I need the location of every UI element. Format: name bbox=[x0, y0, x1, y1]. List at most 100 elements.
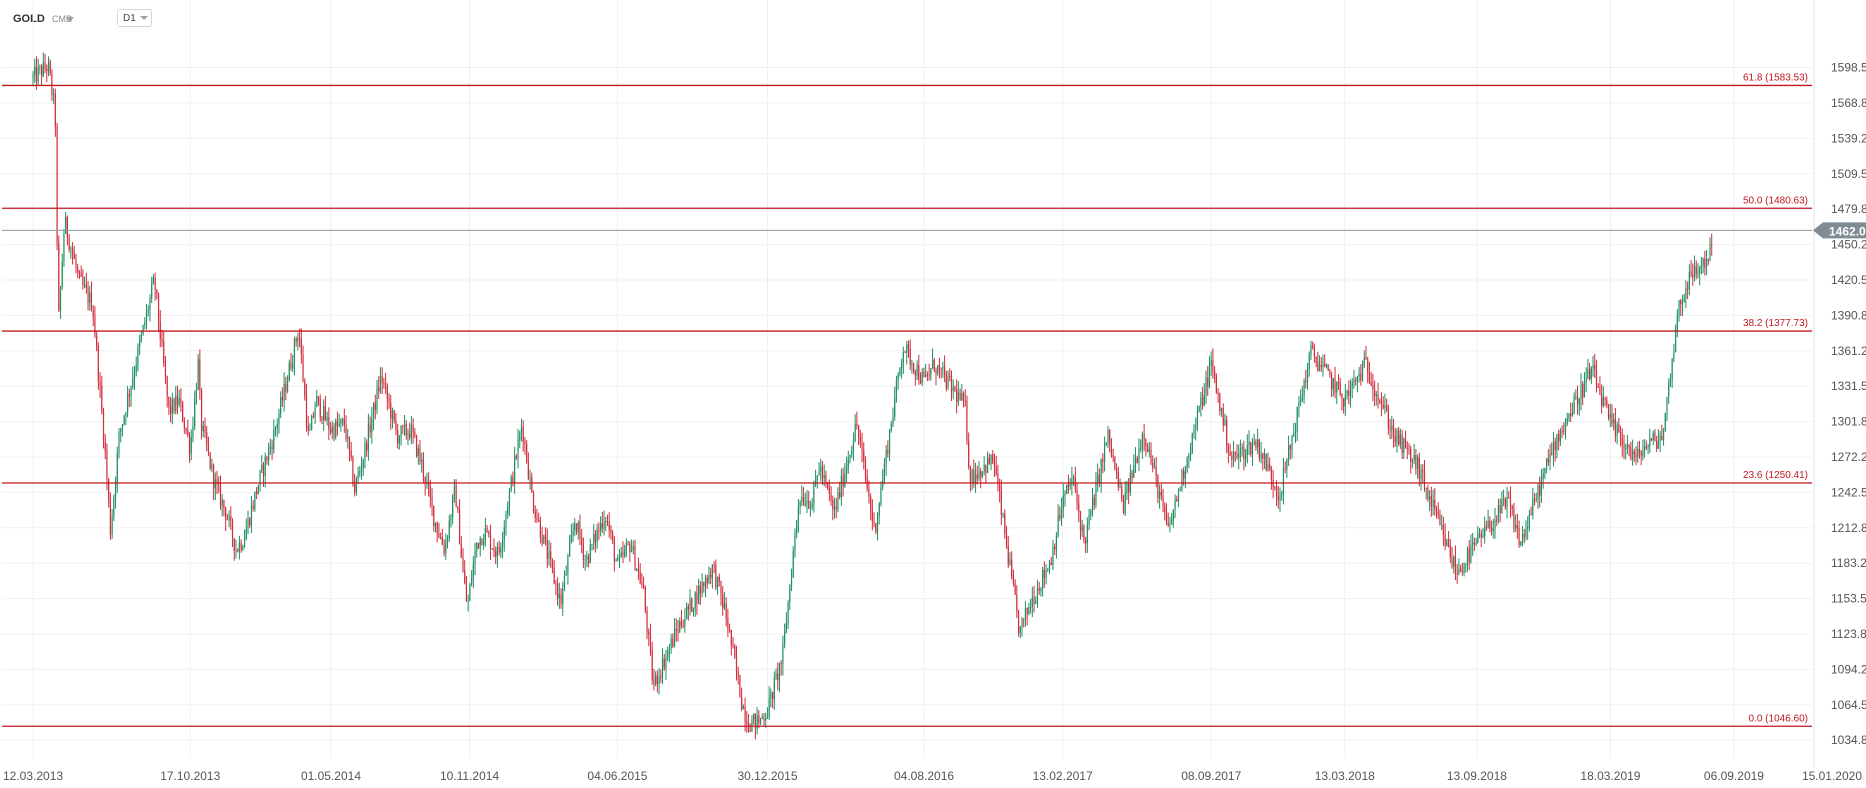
candle-body bbox=[926, 374, 928, 376]
candle-body bbox=[197, 359, 199, 390]
candle-body bbox=[333, 426, 335, 438]
candle-body bbox=[1138, 448, 1140, 463]
candle-body bbox=[71, 248, 74, 255]
candle-body bbox=[190, 437, 192, 454]
candle-body bbox=[1224, 419, 1226, 426]
candle-body bbox=[1503, 499, 1505, 501]
candle-body bbox=[1045, 570, 1047, 578]
candle-body bbox=[672, 638, 674, 647]
candle-body bbox=[1458, 568, 1460, 575]
candle-body bbox=[1671, 359, 1673, 380]
x-tick-label: 18.03.2019 bbox=[1580, 769, 1640, 783]
candle-body bbox=[274, 427, 277, 430]
candle-body bbox=[514, 456, 516, 483]
candle-body bbox=[888, 429, 891, 454]
candle-body bbox=[1246, 445, 1248, 456]
candle-body bbox=[777, 673, 779, 681]
candle-body bbox=[56, 126, 58, 244]
candle-body bbox=[828, 488, 830, 494]
candle-body bbox=[54, 93, 56, 127]
candle-body bbox=[455, 485, 457, 507]
candle-body bbox=[1260, 453, 1262, 458]
candle-body bbox=[448, 520, 450, 539]
candle-body bbox=[70, 248, 72, 250]
candle-body bbox=[123, 415, 125, 425]
candle-body bbox=[362, 459, 364, 468]
candle-body bbox=[1485, 526, 1487, 528]
x-tick-label: 13.09.2018 bbox=[1447, 769, 1507, 783]
symbol-chevron-down-icon[interactable] bbox=[66, 17, 74, 22]
candle-body bbox=[543, 534, 545, 544]
candle-body bbox=[1583, 382, 1586, 398]
candle-body bbox=[1403, 438, 1405, 453]
candle-body bbox=[1511, 506, 1513, 509]
candle-body bbox=[1327, 364, 1329, 371]
candle-body bbox=[1028, 607, 1030, 615]
candle-body bbox=[699, 586, 701, 594]
candle-body bbox=[1203, 394, 1205, 406]
candle-body bbox=[147, 310, 149, 312]
candle-body bbox=[670, 638, 672, 649]
candle-body bbox=[818, 471, 820, 476]
candle-body bbox=[170, 407, 172, 414]
candle-body bbox=[114, 482, 117, 498]
candle-body bbox=[1582, 384, 1584, 398]
candle-body bbox=[1343, 398, 1345, 407]
candle-body bbox=[400, 425, 402, 438]
candle-body bbox=[355, 478, 357, 493]
candle-body bbox=[125, 413, 127, 416]
candle-body bbox=[99, 381, 101, 387]
candle-body bbox=[651, 650, 653, 680]
candle-body bbox=[742, 706, 744, 710]
candle-body bbox=[913, 363, 915, 372]
candle-body bbox=[1226, 419, 1228, 447]
candle-body bbox=[77, 267, 79, 273]
candle-body bbox=[1695, 266, 1697, 274]
timeframe-select[interactable]: D1 bbox=[117, 9, 152, 27]
candle-body bbox=[44, 62, 46, 69]
symbol-label[interactable]: GOLD bbox=[13, 13, 45, 25]
y-tick-label: 1123.89 bbox=[1831, 627, 1866, 641]
candle-body bbox=[336, 421, 339, 426]
candle-body bbox=[1685, 288, 1687, 299]
candle-body bbox=[727, 617, 729, 630]
candle-body bbox=[1167, 522, 1169, 525]
candle-body bbox=[1198, 406, 1200, 412]
candle-body bbox=[1339, 382, 1341, 395]
candle-body bbox=[393, 410, 395, 421]
candle-body bbox=[1344, 394, 1346, 407]
candle-body bbox=[655, 675, 657, 685]
candle-body bbox=[428, 482, 430, 487]
candle-body bbox=[462, 557, 464, 571]
candle-body bbox=[1031, 597, 1033, 607]
candle-body bbox=[1310, 345, 1312, 356]
candle-body bbox=[465, 582, 468, 602]
candle-body bbox=[1387, 411, 1389, 429]
candle-body bbox=[453, 485, 455, 497]
candle-body bbox=[686, 606, 688, 620]
x-tick-label: 08.09.2017 bbox=[1181, 769, 1241, 783]
candle-body bbox=[1179, 489, 1181, 491]
x-tick-label: 13.03.2018 bbox=[1315, 769, 1375, 783]
candle-body bbox=[1391, 425, 1393, 431]
candle-body bbox=[1576, 396, 1579, 405]
candle-body bbox=[1257, 439, 1259, 448]
candle-body bbox=[1219, 393, 1221, 411]
candle-body bbox=[637, 569, 640, 572]
candle-body bbox=[199, 359, 201, 391]
candle-body bbox=[474, 551, 476, 565]
candle-body bbox=[1521, 534, 1524, 542]
candle-body bbox=[758, 715, 760, 724]
candle-body bbox=[1664, 413, 1666, 432]
candle-body bbox=[1047, 570, 1049, 572]
candle-body bbox=[1038, 588, 1040, 591]
candle-body bbox=[627, 543, 629, 545]
candle-body bbox=[1155, 466, 1157, 476]
candle-body bbox=[1611, 413, 1613, 424]
candle-body bbox=[1408, 448, 1410, 450]
candle-body bbox=[1177, 490, 1180, 501]
candle-body bbox=[254, 491, 256, 509]
candle-body bbox=[1602, 397, 1604, 406]
candle-body bbox=[753, 713, 755, 720]
